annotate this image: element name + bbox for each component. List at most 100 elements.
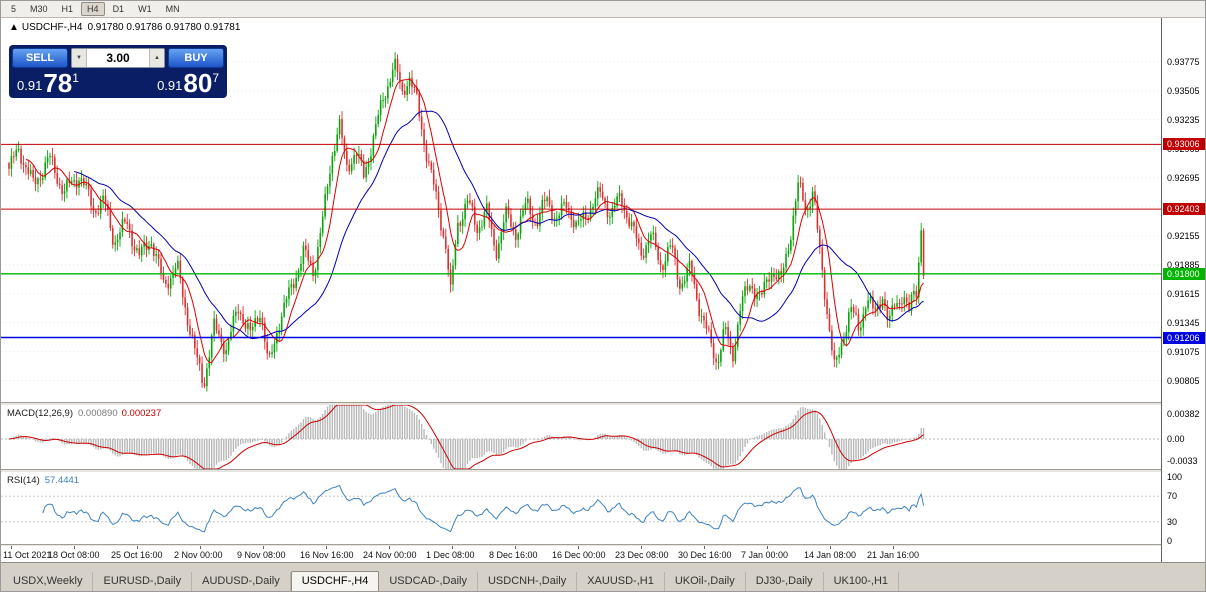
rsi-indicator-name: RSI(14) [7,475,40,486]
sell-price-prefix: 0.91 [17,78,43,94]
chart-tab-eurusd-daily[interactable]: EURUSD-,Daily [93,572,193,591]
volume-decrease-button[interactable]: ▼ [72,49,87,67]
time-label: 1 Dec 08:00 [426,550,475,560]
time-tick [326,546,327,549]
timeframe-button-w1[interactable]: W1 [138,3,152,14]
rsi-label: RSI(14) 57.4441 [7,475,79,486]
one-click-trading-panel: SELL ▼ 3.00 ▲ BUY 0.91 78 1 0.91 80 7 [9,45,227,98]
chart-symbol-period: USDCHF-,H4 [21,22,83,33]
price-tick-label: 0.91885 [1167,259,1200,270]
time-tick [830,546,831,549]
volume-increase-button[interactable]: ▲ [149,49,164,67]
chart-tabs: USDX,Weekly EURUSD-,Daily AUDUSD-,Daily USD… [1,563,1205,591]
chart-tab-uk100-h1[interactable]: UK100-,H1 [824,572,900,591]
buy-price-prefix: 0.91 [157,78,183,94]
chart-tab-ukoil-daily[interactable]: UKOil-,Daily [665,572,746,591]
chart-tab-xauusd-h1[interactable]: XAUUSD-,H1 [577,572,665,591]
time-label: 30 Dec 16:00 [678,550,732,560]
price-level-badge: 0.93006 [1163,138,1205,151]
sell-price-point: 1 [72,71,79,86]
price-level-badge: 0.91206 [1163,331,1205,344]
sell-button[interactable]: SELL [12,48,68,68]
chart-tab-dj30-daily[interactable]: DJ30-,Daily [746,572,824,591]
macd-tick-label: 0.00 [1167,433,1185,444]
time-label: 14 Jan 08:00 [804,550,857,560]
price-axis[interactable]: 0.937750.935050.932350.929650.926950.924… [1161,18,1205,562]
rsi-tick-label: 70 [1167,491,1178,502]
time-tick [137,546,138,549]
buy-price-pips: 80 [183,68,213,99]
chart-info-line: ▲ USDCHF-,H4 0.91780 0.91786 0.91780 0.917… [9,22,240,33]
price-tick-label: 0.93505 [1167,85,1200,96]
buy-price-point: 7 [212,71,219,86]
time-label: 16 Dec 00:00 [552,550,606,560]
time-label: 18 Oct 08:00 [48,550,100,560]
price-level-badge: 0.91800 [1163,267,1205,280]
volume-spinbox[interactable]: ▼ 3.00 ▲ [71,48,165,68]
time-label: 23 Dec 08:00 [615,550,669,560]
time-label: 21 Jan 16:00 [867,550,920,560]
price-tick-label: 0.91345 [1167,317,1200,328]
timeframe-button-m30[interactable]: M30 [30,3,48,14]
chart-tab-usdcad-daily[interactable]: USDCAD-,Daily [379,572,478,591]
price-chart[interactable] [1,18,1161,402]
buy-button[interactable]: BUY [168,48,224,68]
chart-tab-bar: USDX,Weekly EURUSD-,Daily AUDUSD-,Daily USD… [1,562,1205,591]
chart-tab-usdx-weekly[interactable]: USDX,Weekly [3,572,94,591]
time-label: 7 Jan 00:00 [741,550,789,560]
rsi-value: 57.4441 [44,475,80,486]
time-tick [515,546,516,549]
macd-signal-value: 0.000237 [121,408,162,419]
time-tick [452,546,453,549]
sell-price: 0.91 78 1 [17,68,79,99]
panel-separator[interactable] [1,469,1205,472]
price-tick-label: 0.92155 [1167,230,1200,241]
sell-price-pips: 78 [43,68,73,99]
time-tick [893,546,894,549]
macd-tick-label: 0.00382 [1167,409,1200,419]
time-label: 8 Dec 16:00 [489,550,538,560]
chart-tab-audusd-daily[interactable]: AUDUSD-,Daily [192,572,291,591]
time-tick [200,546,201,549]
timeframe-button-d1[interactable]: D1 [112,3,125,14]
time-tick [11,546,12,549]
time-tick [641,546,642,549]
chart-tab-usdchf-h4[interactable]: USDCHF-,H4 [290,571,380,591]
time-label: 24 Nov 00:00 [363,550,417,560]
time-label: 16 Nov 16:00 [300,550,354,560]
volume-value[interactable]: 3.00 [106,51,130,65]
time-tick [704,546,705,549]
macd-panel[interactable] [1,405,1161,469]
chart-tab-usdcnh-daily[interactable]: USDCNH-,Daily [478,572,578,591]
one-click-collapse-icon[interactable]: ▲ [9,22,19,33]
timeframe-button-h4[interactable]: H4 [81,1,105,17]
time-label: 2 Nov 00:00 [174,550,223,560]
price-tick-label: 0.93775 [1167,56,1200,67]
timeframe-button-h1[interactable]: H1 [61,3,74,14]
macd-indicator-name: MACD(12,26,9) [7,408,73,419]
timeframe-button-5[interactable]: 5 [11,3,17,14]
time-label: 25 Oct 16:00 [111,550,163,560]
macd-label: MACD(12,26,9) 0.000890 0.000237 [7,408,161,419]
time-label: 11 Oct 2021 [3,550,52,560]
rsi-tick-label: 0 [1167,536,1173,546]
price-tick-label: 0.93235 [1167,114,1200,125]
time-tick [263,546,264,549]
time-tick [767,546,768,549]
rsi-panel[interactable] [1,472,1161,544]
panel-separator[interactable] [1,402,1205,405]
price-tick-label: 0.90805 [1167,375,1200,386]
macd-tick-label: -0.0033 [1167,455,1198,466]
price-level-badge: 0.92403 [1163,203,1205,216]
time-tick [578,546,579,549]
time-axis[interactable]: 11 Oct 2021 18 Oct 08:00 25 Oct 16:00 2 Nov… [1,546,1161,562]
price-tick-label: 0.91615 [1167,288,1200,299]
timeframe-toolbar: 5 M30 H1 H4 D1 W1 MN [1,1,1205,18]
timeframe-button-mn[interactable]: MN [165,3,180,14]
time-tick [74,546,75,549]
macd-main-value: 0.000890 [78,408,118,419]
panel-separator [1,544,1205,546]
rsi-tick-label: 100 [1167,472,1183,482]
time-tick [389,546,390,549]
